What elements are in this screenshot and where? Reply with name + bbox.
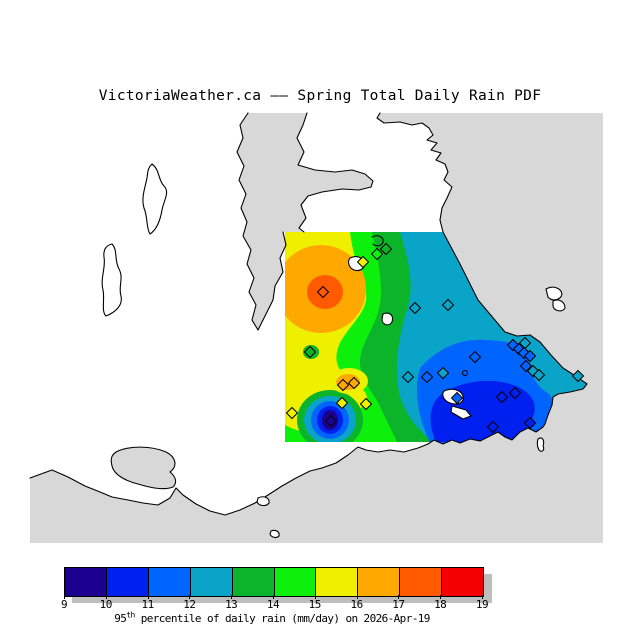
colorbar-tick-label: 14 xyxy=(266,598,280,611)
colorbar-tick-mark xyxy=(273,595,274,599)
colorbar-tick-label: 11 xyxy=(141,598,154,611)
caption-sup: th xyxy=(126,610,135,620)
colorbar-cell xyxy=(442,568,484,596)
colorbar xyxy=(64,567,484,597)
portage-inlet xyxy=(450,405,472,420)
sidney-island-2 xyxy=(552,299,566,312)
station-diamond xyxy=(450,391,464,405)
colorbar-cell xyxy=(65,568,107,596)
colorbar-tick-mark xyxy=(482,595,483,599)
colorbar-tick-mark xyxy=(356,595,358,599)
water-strait xyxy=(30,113,603,543)
colorbar-cell xyxy=(316,568,359,596)
coastlines xyxy=(29,112,588,516)
coast-west-channel xyxy=(236,112,374,331)
station-diamond xyxy=(571,369,585,383)
islet-circle xyxy=(461,369,469,377)
colorbar-tick-label: 19 xyxy=(475,598,489,611)
colorbar-tick-mark xyxy=(231,595,233,599)
race-rocks-2 xyxy=(269,529,280,539)
plot-title: VictoriaWeather.ca —— Spring Total Daily… xyxy=(98,88,542,104)
caption-rest: percentile of daily rain (mm/day) on 202… xyxy=(134,612,431,625)
station-diamond xyxy=(401,370,415,384)
colorbar-tick-mark xyxy=(105,595,107,599)
station-diamond xyxy=(495,390,509,404)
station-diamond xyxy=(523,416,537,430)
station-diamond xyxy=(408,301,422,315)
station-diamond xyxy=(347,376,361,390)
station-diamond xyxy=(336,378,350,392)
lake-shawnigan xyxy=(142,163,168,235)
station-markers xyxy=(285,242,585,434)
colorbar-tick-label: 13 xyxy=(225,598,238,611)
island-b xyxy=(371,235,384,247)
lakes-and-islands xyxy=(101,163,566,539)
station-diamond xyxy=(508,386,522,400)
station-diamond xyxy=(486,420,500,434)
station-diamond xyxy=(420,370,434,384)
station-diamond xyxy=(519,359,533,373)
colorbar-tick-label: 17 xyxy=(392,598,405,611)
colorbar-tick-mark xyxy=(314,595,316,599)
station-diamond xyxy=(532,368,546,382)
colorbar-tick-label: 16 xyxy=(350,598,363,611)
colorbar-cell xyxy=(106,568,149,596)
lake-sooke xyxy=(101,243,122,317)
colorbar-tick-mark xyxy=(147,595,149,599)
colorbar-tick-label: 18 xyxy=(434,598,447,611)
station-diamond xyxy=(285,406,299,420)
colorbar-caption: 95th percentile of daily rain (mm/day) o… xyxy=(0,610,544,625)
colorbar-tick-label: 9 xyxy=(60,598,68,611)
station-diamond xyxy=(468,350,482,364)
colorbar-tick-label: 10 xyxy=(99,598,113,611)
water-bodies xyxy=(30,113,603,543)
colorbar-tick-label: 12 xyxy=(183,598,196,611)
colorbar-tick-mark xyxy=(398,595,400,599)
colorbar-cell xyxy=(274,568,317,596)
water-west-channel xyxy=(237,113,373,330)
coast-main xyxy=(29,112,588,516)
station-diamond xyxy=(335,396,349,410)
station-diamond xyxy=(379,242,393,256)
station-diamond xyxy=(370,247,384,261)
colorbar-tick-mark xyxy=(189,595,191,599)
station-diamond xyxy=(303,345,317,359)
colorbar-cell xyxy=(148,568,191,596)
station-diamond xyxy=(359,397,373,411)
colorbar-tick-mark xyxy=(64,595,65,599)
colorbar-cell xyxy=(190,568,233,596)
station-diamond xyxy=(523,349,537,363)
station-diamond xyxy=(441,298,455,312)
caption-value: 95 xyxy=(114,612,127,625)
race-rocks-1 xyxy=(256,496,270,507)
station-diamond xyxy=(436,366,450,380)
colorbar-cell xyxy=(358,568,401,596)
station-diamond xyxy=(324,414,338,428)
station-diamond xyxy=(356,255,370,269)
colorbar-tick-label: 15 xyxy=(308,598,322,611)
island-c xyxy=(381,312,394,326)
colorbar-cell xyxy=(400,568,443,596)
colorbar-tick-mark xyxy=(440,595,442,599)
sidney-island-1 xyxy=(545,286,563,301)
station-diamond xyxy=(316,285,330,299)
water-sooke-basin xyxy=(110,446,177,490)
trial-island xyxy=(536,437,545,452)
colorbar-cell xyxy=(232,568,275,596)
